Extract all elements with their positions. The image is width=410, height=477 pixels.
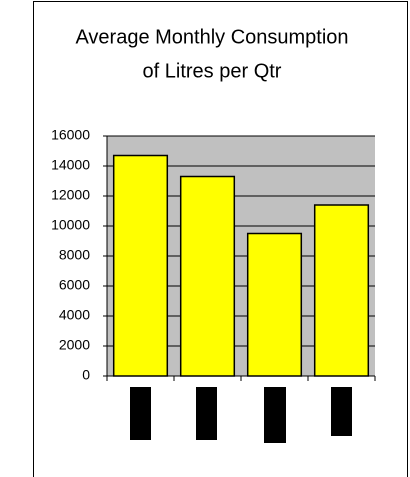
y-tick-label: 6000: [59, 277, 90, 293]
redaction: [331, 387, 352, 436]
y-tick-label: 2000: [59, 337, 90, 353]
chart-title: Average Monthly Consumption: [75, 26, 348, 48]
bar: [313, 204, 370, 377]
y-tick-label: 4000: [59, 307, 90, 323]
bar: [246, 232, 303, 377]
y-tick-label: 12000: [51, 187, 90, 203]
redacted-labels: [130, 387, 352, 443]
y-tick-label: 8000: [59, 247, 90, 263]
chart-title: of Litres per Qtr: [143, 60, 282, 82]
y-tick-label: 16000: [51, 127, 90, 143]
redaction: [264, 387, 286, 443]
y-tick-label: 0: [82, 367, 90, 383]
redaction: [196, 387, 217, 440]
y-tick-label: 10000: [51, 217, 90, 233]
bar: [179, 175, 236, 377]
redaction: [130, 387, 151, 440]
bar: [112, 154, 169, 377]
y-tick-label: 14000: [51, 157, 90, 173]
